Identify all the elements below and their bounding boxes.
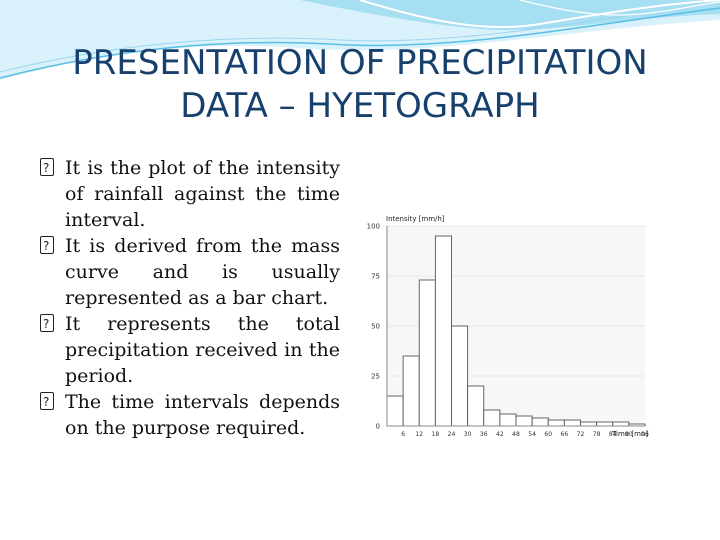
y-tick-label: 75 <box>371 273 380 281</box>
bullet-text-2: It is derived from the mass curve and is… <box>65 235 340 309</box>
bar-78 <box>580 421 598 427</box>
y-tick-label: 50 <box>371 323 380 331</box>
bar-54 <box>515 415 533 427</box>
bar-18 <box>418 279 436 427</box>
bar-36 <box>467 385 485 427</box>
bullet-marker-icon <box>40 233 54 259</box>
bullet-item-1: It is the plot of the intensity of rainf… <box>40 155 340 233</box>
x-tick-label: 36 <box>480 431 488 438</box>
bar-48 <box>499 413 517 427</box>
bullet-marker-icon <box>40 389 54 415</box>
x-tick-label: 90 <box>625 431 633 438</box>
bar-72 <box>563 419 581 427</box>
x-tick-label: 18 <box>432 431 440 438</box>
x-tick-label: 12 <box>415 431 423 438</box>
x-tick-label: 24 <box>448 431 456 438</box>
bullet-marker-icon <box>40 311 54 337</box>
x-tick-label: 84 <box>609 431 617 438</box>
x-tick-label: 72 <box>577 431 585 438</box>
wave-line-3 <box>359 0 720 29</box>
bar-24 <box>434 235 452 427</box>
bar-6 <box>386 395 404 427</box>
x-tick-label: 78 <box>593 431 601 438</box>
x-tick-labels: 6 12 18 24 30 36 42 48 54 60 66 72 78 84 90 96 <box>401 431 649 438</box>
y-tick-label: 25 <box>371 373 380 381</box>
x-axis-label: Time [mn] <box>611 430 648 438</box>
x-tick-label: 66 <box>561 431 569 438</box>
bar-60 <box>531 417 549 427</box>
bullet-text-4: The time intervals depends on the purpos… <box>65 391 340 439</box>
wave-mid <box>300 0 720 31</box>
x-tick-label: 60 <box>544 431 552 438</box>
header-wave-decoration <box>0 0 720 80</box>
bullet-item-3: It represents the total precipitation re… <box>40 311 340 389</box>
wave-line-4 <box>519 0 720 16</box>
x-tick-label: 54 <box>528 431 536 438</box>
x-tick-label: 30 <box>464 431 472 438</box>
bullet-list: It is the plot of the intensity of rainf… <box>40 155 340 441</box>
x-tick-label: 96 <box>641 431 649 438</box>
bullet-item-4: The time intervals depends on the purpos… <box>40 389 340 441</box>
bar-84 <box>596 421 614 427</box>
x-tick-label: 48 <box>512 431 520 438</box>
x-tick-label: 6 <box>401 431 405 438</box>
bullet-text-3: It represents the total precipitation re… <box>65 313 340 387</box>
bar-30 <box>451 325 469 427</box>
bullet-marker-icon <box>40 155 54 181</box>
y-tick-label: 0 <box>376 423 380 431</box>
title-line-1: PRESENTATION OF PRECIPITATION <box>72 43 648 83</box>
wave-line-1 <box>0 7 720 79</box>
bar-42 <box>483 409 501 427</box>
x-tick-label: 42 <box>496 431 504 438</box>
title-line-2: DATA – HYETOGRAPH <box>180 86 540 126</box>
bar-90 <box>612 421 630 427</box>
bullet-item-2: It is derived from the mass curve and is… <box>40 233 340 311</box>
hyetograph-chart: 0 25 50 75 100 6 12 18 24 30 36 42 48 54 60 66 72 78 84 90… <box>367 215 649 438</box>
bullet-text-1: It is the plot of the intensity of rainf… <box>65 157 340 231</box>
y-axis-label: Intensity [mm/h] <box>386 215 445 223</box>
y-tick-labels: 0 25 50 75 100 <box>367 223 380 431</box>
bar-12 <box>402 355 420 427</box>
wave-line-2 <box>0 1 720 73</box>
bar-66 <box>547 419 565 427</box>
slide-title: PRESENTATION OF PRECIPITATION DATA – HYE… <box>20 42 700 128</box>
y-tick-label: 100 <box>367 223 380 231</box>
